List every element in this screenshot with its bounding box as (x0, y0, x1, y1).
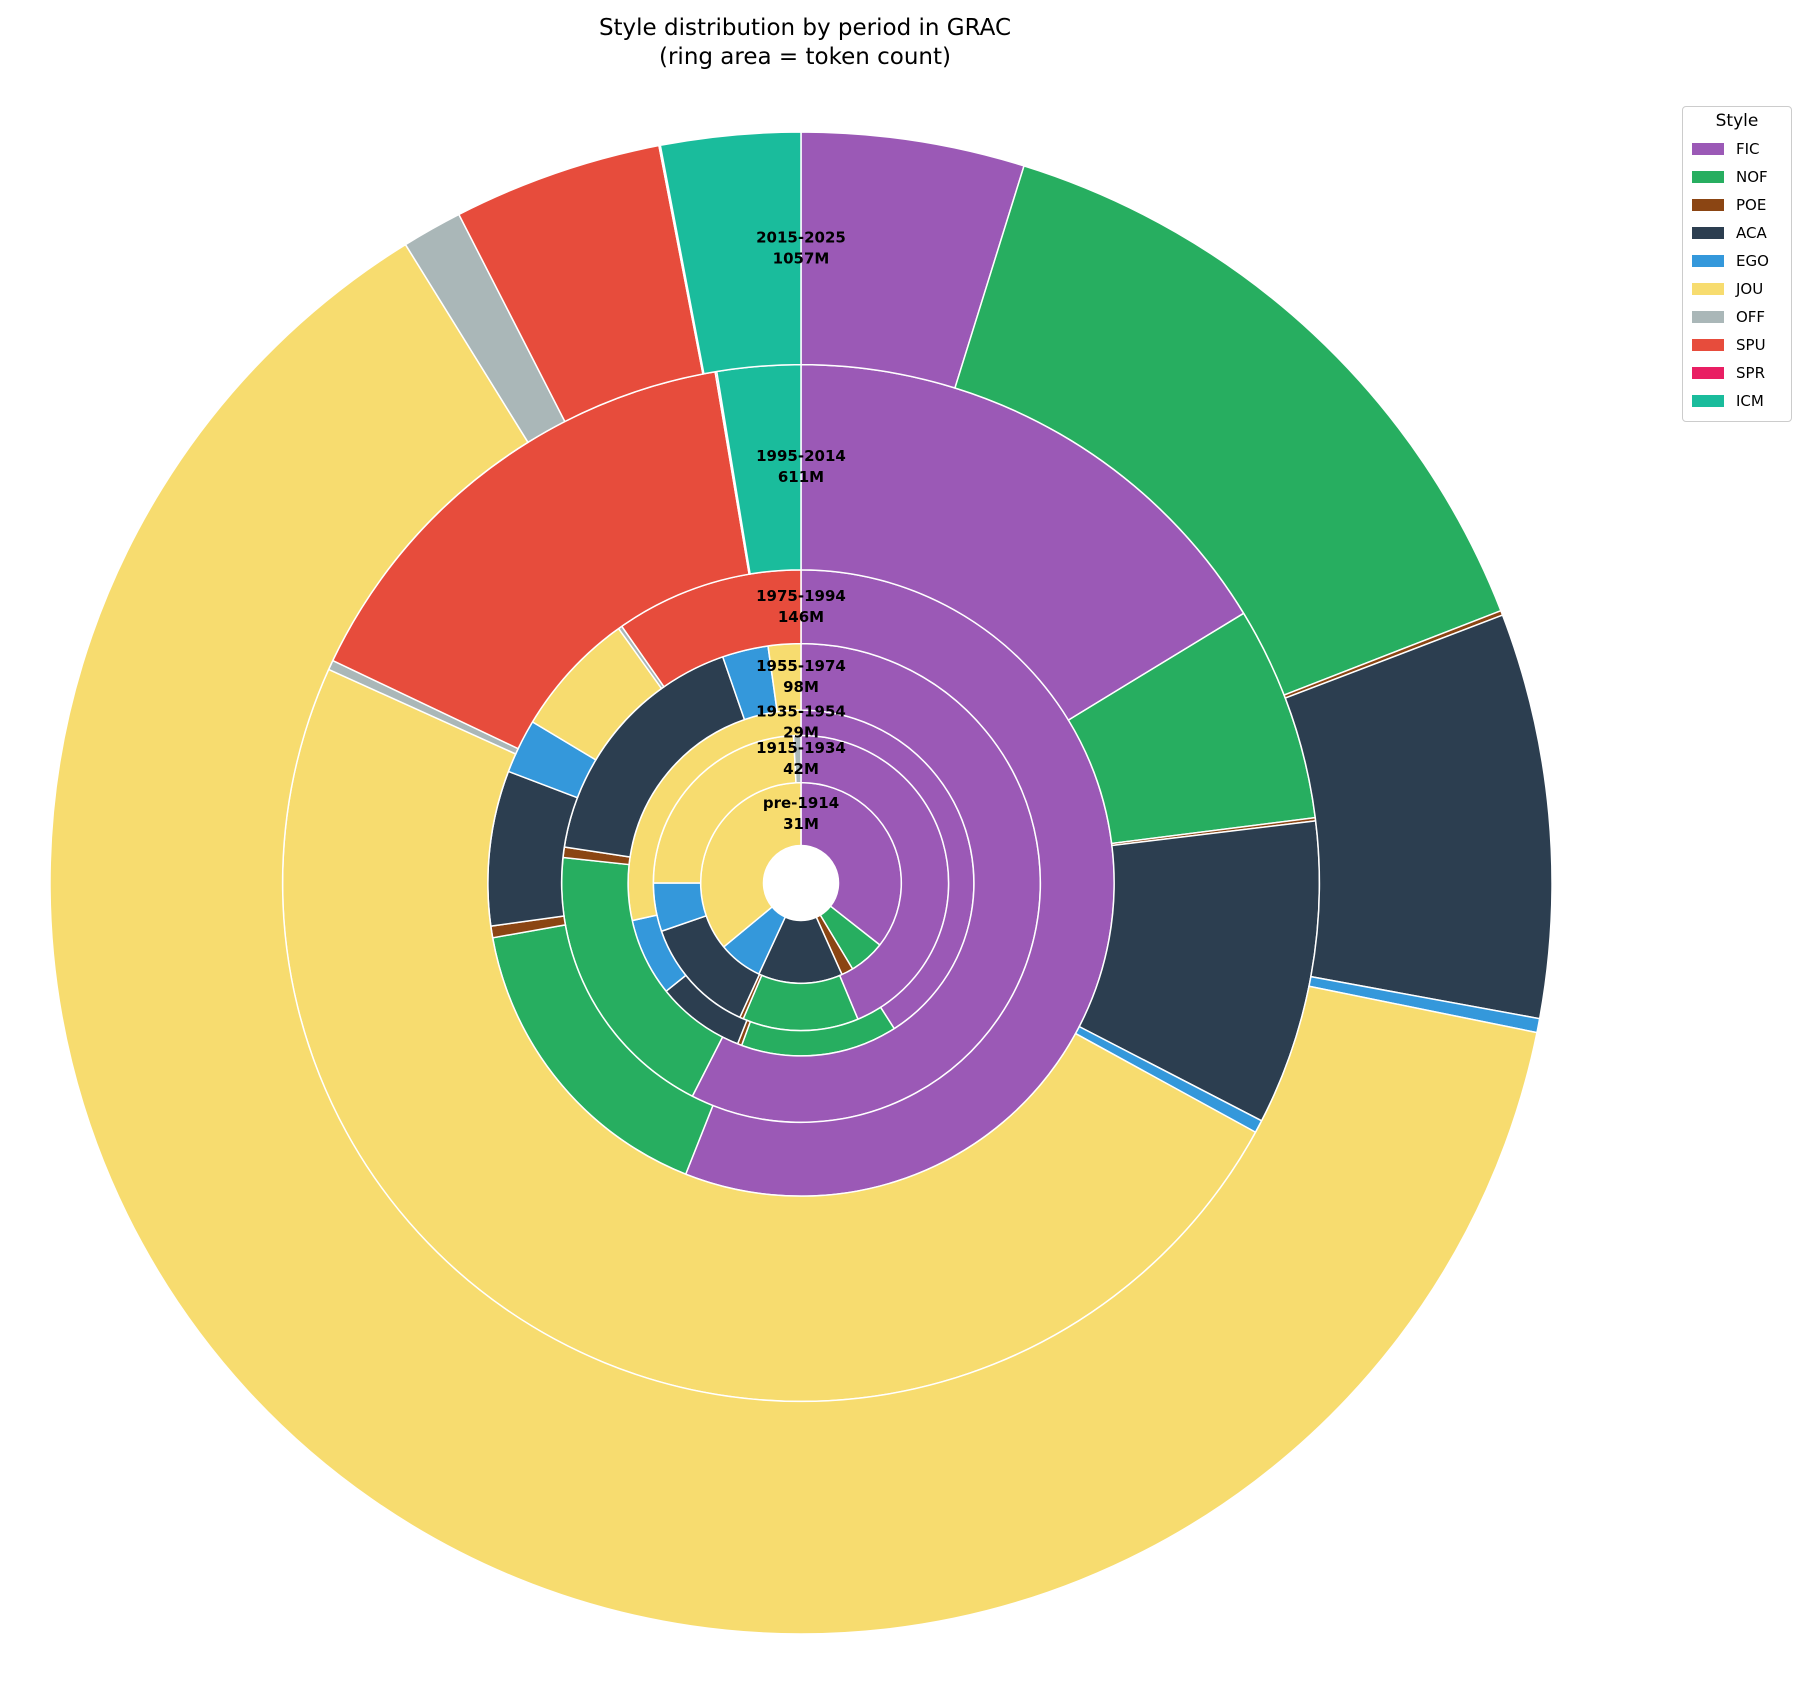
legend-swatch (1692, 339, 1724, 351)
legend-label: ACA (1736, 224, 1767, 242)
legend-swatch (1692, 395, 1724, 407)
legend-label: JOU (1736, 280, 1764, 298)
period-label: 1915-1934 (756, 739, 846, 757)
period-tokens: 31M (783, 815, 819, 833)
ring-labels: pre-1914 31M 1915-1934 42M 1935-1954 29M 1955-… (756, 228, 846, 833)
segment-1915-1934-NOF (742, 974, 859, 1032)
legend-swatch (1692, 255, 1724, 267)
legend-item-FIC: FIC (1683, 135, 1791, 163)
period-label: 1975-1994 (756, 587, 846, 605)
segment-2015-2025-JOU (49, 243, 1538, 1635)
legend-swatch (1692, 199, 1724, 211)
rings (49, 131, 1553, 1635)
period-tokens: 611M (778, 468, 824, 486)
chart-subtitle: (ring area = token count) (659, 44, 951, 70)
legend-item-SPR: SPR (1683, 359, 1791, 387)
period-label: 1955-1974 (756, 657, 846, 675)
period-tokens: 1057M (773, 249, 830, 267)
legend-swatch (1692, 227, 1724, 239)
period-tokens: 29M (783, 724, 819, 742)
chart-title-line1: Style distribution by period in GRAC (598, 15, 1012, 41)
legend-item-POE: POE (1683, 191, 1791, 219)
legend-label: POE (1736, 196, 1767, 214)
legend-label: ICM (1736, 392, 1764, 410)
legend-label: EGO (1736, 252, 1769, 270)
legend-swatch (1692, 311, 1724, 323)
legend-item-OFF: OFF (1683, 303, 1791, 331)
legend-item-ACA: ACA (1683, 219, 1791, 247)
period-label: pre-1914 (763, 794, 839, 812)
segment-2015-2025-ICM (659, 131, 802, 375)
period-label: 1935-1954 (756, 703, 846, 721)
legend-swatch (1692, 367, 1724, 379)
period-label: 1995-2014 (756, 447, 846, 465)
legend-label: OFF (1736, 308, 1766, 326)
legend-item-ICM: ICM (1683, 387, 1791, 415)
period-label: 2015-2025 (756, 228, 846, 246)
legend-label: FIC (1736, 140, 1760, 158)
legend-swatch (1692, 171, 1724, 183)
legend-label: NOF (1736, 168, 1768, 186)
legend-item-NOF: NOF (1683, 163, 1791, 191)
period-tokens: 98M (783, 678, 819, 696)
legend-swatch (1692, 283, 1724, 295)
legend: Style FIC NOF POE ACA EGO JOU OFF SPU SPR ICM (1682, 106, 1792, 422)
legend-item-JOU: JOU (1683, 275, 1791, 303)
legend-item-SPU: SPU (1683, 331, 1791, 359)
legend-title: Style (1715, 111, 1759, 131)
legend-label: SPU (1736, 336, 1766, 354)
legend-item-EGO: EGO (1683, 247, 1791, 275)
chart-title: Style distribution by period in GRAC (ri… (0, 14, 1610, 72)
period-tokens: 146M (778, 608, 824, 626)
legend-swatch (1692, 143, 1724, 155)
segment-2015-2025-NOF (954, 164, 1502, 696)
period-tokens: 42M (783, 760, 819, 778)
legend-label: SPR (1736, 364, 1765, 382)
